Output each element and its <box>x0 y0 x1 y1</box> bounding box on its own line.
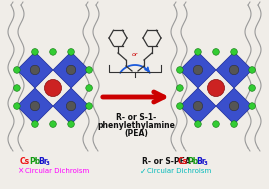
Text: Cs: Cs <box>20 157 30 167</box>
Circle shape <box>68 49 74 55</box>
Circle shape <box>213 85 219 91</box>
Text: 3: 3 <box>46 161 50 166</box>
Circle shape <box>249 85 256 91</box>
Circle shape <box>231 49 237 55</box>
Circle shape <box>32 121 38 127</box>
Text: Br: Br <box>38 157 48 167</box>
Circle shape <box>66 65 76 75</box>
Circle shape <box>32 103 38 109</box>
Polygon shape <box>17 52 53 88</box>
Circle shape <box>176 67 183 73</box>
Text: R- or S-1-: R- or S-1- <box>116 113 156 122</box>
Circle shape <box>86 67 93 73</box>
Circle shape <box>68 103 74 109</box>
Circle shape <box>30 101 40 111</box>
Polygon shape <box>216 52 252 88</box>
Circle shape <box>193 65 203 75</box>
Text: Pb: Pb <box>187 157 198 167</box>
Circle shape <box>13 67 20 73</box>
Text: phenylethylamine: phenylethylamine <box>97 121 175 130</box>
Circle shape <box>68 67 74 73</box>
Circle shape <box>229 101 239 111</box>
Text: (PEA): (PEA) <box>124 129 148 138</box>
Polygon shape <box>180 52 216 88</box>
Circle shape <box>231 103 237 109</box>
Circle shape <box>50 121 56 127</box>
Text: R- or S-PEA-: R- or S-PEA- <box>142 157 194 167</box>
Polygon shape <box>53 88 89 124</box>
Circle shape <box>86 85 93 91</box>
Circle shape <box>249 67 256 73</box>
Text: Circular Dichroism: Circular Dichroism <box>147 168 211 174</box>
Circle shape <box>195 67 201 73</box>
Text: Pb: Pb <box>29 157 40 167</box>
Text: Br: Br <box>196 157 206 167</box>
Circle shape <box>193 101 203 111</box>
Polygon shape <box>17 88 53 124</box>
Circle shape <box>213 49 219 55</box>
Circle shape <box>195 121 201 127</box>
Circle shape <box>50 49 56 55</box>
Circle shape <box>213 121 219 127</box>
Polygon shape <box>53 52 89 88</box>
Circle shape <box>68 121 74 127</box>
Circle shape <box>32 67 38 73</box>
Circle shape <box>32 49 38 55</box>
Circle shape <box>195 49 201 55</box>
Circle shape <box>13 85 20 91</box>
Text: Cs: Cs <box>178 157 188 167</box>
Circle shape <box>44 79 62 97</box>
Text: or: or <box>132 53 138 57</box>
Circle shape <box>30 65 40 75</box>
Text: ✓: ✓ <box>140 167 146 176</box>
Polygon shape <box>216 88 252 124</box>
Circle shape <box>195 103 201 109</box>
Circle shape <box>86 103 93 109</box>
Circle shape <box>207 79 225 97</box>
Polygon shape <box>180 88 216 124</box>
Circle shape <box>231 121 237 127</box>
Text: ×: × <box>18 167 24 176</box>
Text: 3: 3 <box>204 161 208 166</box>
Circle shape <box>231 67 237 73</box>
Circle shape <box>229 65 239 75</box>
Circle shape <box>50 85 56 91</box>
Circle shape <box>176 103 183 109</box>
Circle shape <box>66 101 76 111</box>
Circle shape <box>176 85 183 91</box>
Text: Circular Dichroism: Circular Dichroism <box>25 168 89 174</box>
Circle shape <box>13 103 20 109</box>
Circle shape <box>249 103 256 109</box>
